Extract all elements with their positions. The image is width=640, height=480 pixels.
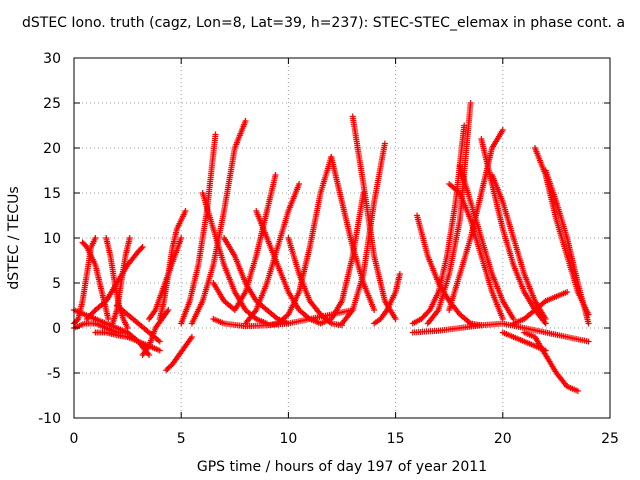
y-tick-label: -5 xyxy=(47,366,61,382)
data-series xyxy=(210,307,356,330)
data-point xyxy=(425,308,432,315)
data-point xyxy=(139,244,146,250)
data-series xyxy=(499,329,549,354)
x-tick-label: 15 xyxy=(387,431,405,447)
data-series xyxy=(409,122,468,327)
data-point xyxy=(461,122,468,129)
gridlines xyxy=(74,58,610,418)
data-series xyxy=(146,235,185,322)
data-point xyxy=(542,316,549,322)
data-point xyxy=(156,338,163,345)
data-point xyxy=(467,100,474,106)
data-series xyxy=(521,329,581,394)
data-point xyxy=(542,347,549,354)
data-point xyxy=(178,235,185,241)
data-point xyxy=(381,140,388,147)
data-point xyxy=(146,352,153,358)
data-series xyxy=(317,190,367,327)
y-tick-label: 5 xyxy=(52,276,61,292)
y-tick-label: -10 xyxy=(38,411,61,427)
data-point xyxy=(188,334,195,340)
data-point xyxy=(564,289,571,295)
data-point xyxy=(182,208,189,214)
y-tick-label: 25 xyxy=(43,96,61,112)
data-point xyxy=(156,347,163,354)
y-tick-label: 15 xyxy=(43,186,61,202)
data-point xyxy=(105,316,112,322)
data-point xyxy=(499,127,506,133)
y-tick-label: 30 xyxy=(43,51,61,67)
chart-title: dSTEC Iono. truth (cagz, Lon=8, Lat=39, … xyxy=(22,15,625,31)
axis-ticks xyxy=(73,57,611,419)
data-point xyxy=(138,245,145,252)
data-point xyxy=(392,316,399,322)
data-point xyxy=(212,131,219,138)
data-series xyxy=(199,190,270,327)
data-series xyxy=(83,244,146,322)
data-point xyxy=(396,271,403,277)
data-point xyxy=(585,338,592,345)
data-point xyxy=(585,320,592,327)
x-tick-label: 0 xyxy=(70,431,79,447)
data-point xyxy=(349,307,356,313)
data-point xyxy=(296,181,303,187)
data-series xyxy=(242,181,303,327)
x-tick-label: 10 xyxy=(279,431,297,447)
y-tick-label: 0 xyxy=(52,321,61,337)
data-point xyxy=(92,235,99,241)
y-axis-label: dSTEC / TECUs xyxy=(6,186,22,289)
data-series xyxy=(371,271,403,327)
x-tick-label: 20 xyxy=(494,431,512,447)
data-point xyxy=(126,235,133,241)
x-tick-labels: 0 5 10 15 20 25 xyxy=(70,431,619,447)
data-series xyxy=(542,167,592,327)
y-tick-labels: -10 -5 0 5 10 15 20 25 30 xyxy=(38,51,61,427)
data-series xyxy=(188,118,249,327)
x-axis-label: GPS time / hours of day 197 of year 2011 xyxy=(197,459,487,475)
data-series xyxy=(510,289,571,327)
data-series xyxy=(253,208,324,327)
data-points xyxy=(71,100,592,394)
data-point xyxy=(371,307,378,313)
data-series xyxy=(163,334,195,374)
data-series xyxy=(79,239,112,322)
y-tick-label: 20 xyxy=(43,141,61,157)
x-tick-label: 5 xyxy=(177,431,186,447)
data-series xyxy=(109,235,133,327)
data-point xyxy=(272,172,279,178)
data-series xyxy=(409,320,592,345)
x-tick-label: 25 xyxy=(601,431,619,447)
data-series xyxy=(210,172,279,313)
data-series xyxy=(113,302,163,345)
data-series xyxy=(156,208,189,322)
data-series xyxy=(489,172,549,322)
y-tick-label: 10 xyxy=(43,231,61,247)
data-series xyxy=(71,320,131,336)
data-point xyxy=(574,388,581,394)
data-point xyxy=(242,118,249,124)
data-point xyxy=(165,307,172,313)
